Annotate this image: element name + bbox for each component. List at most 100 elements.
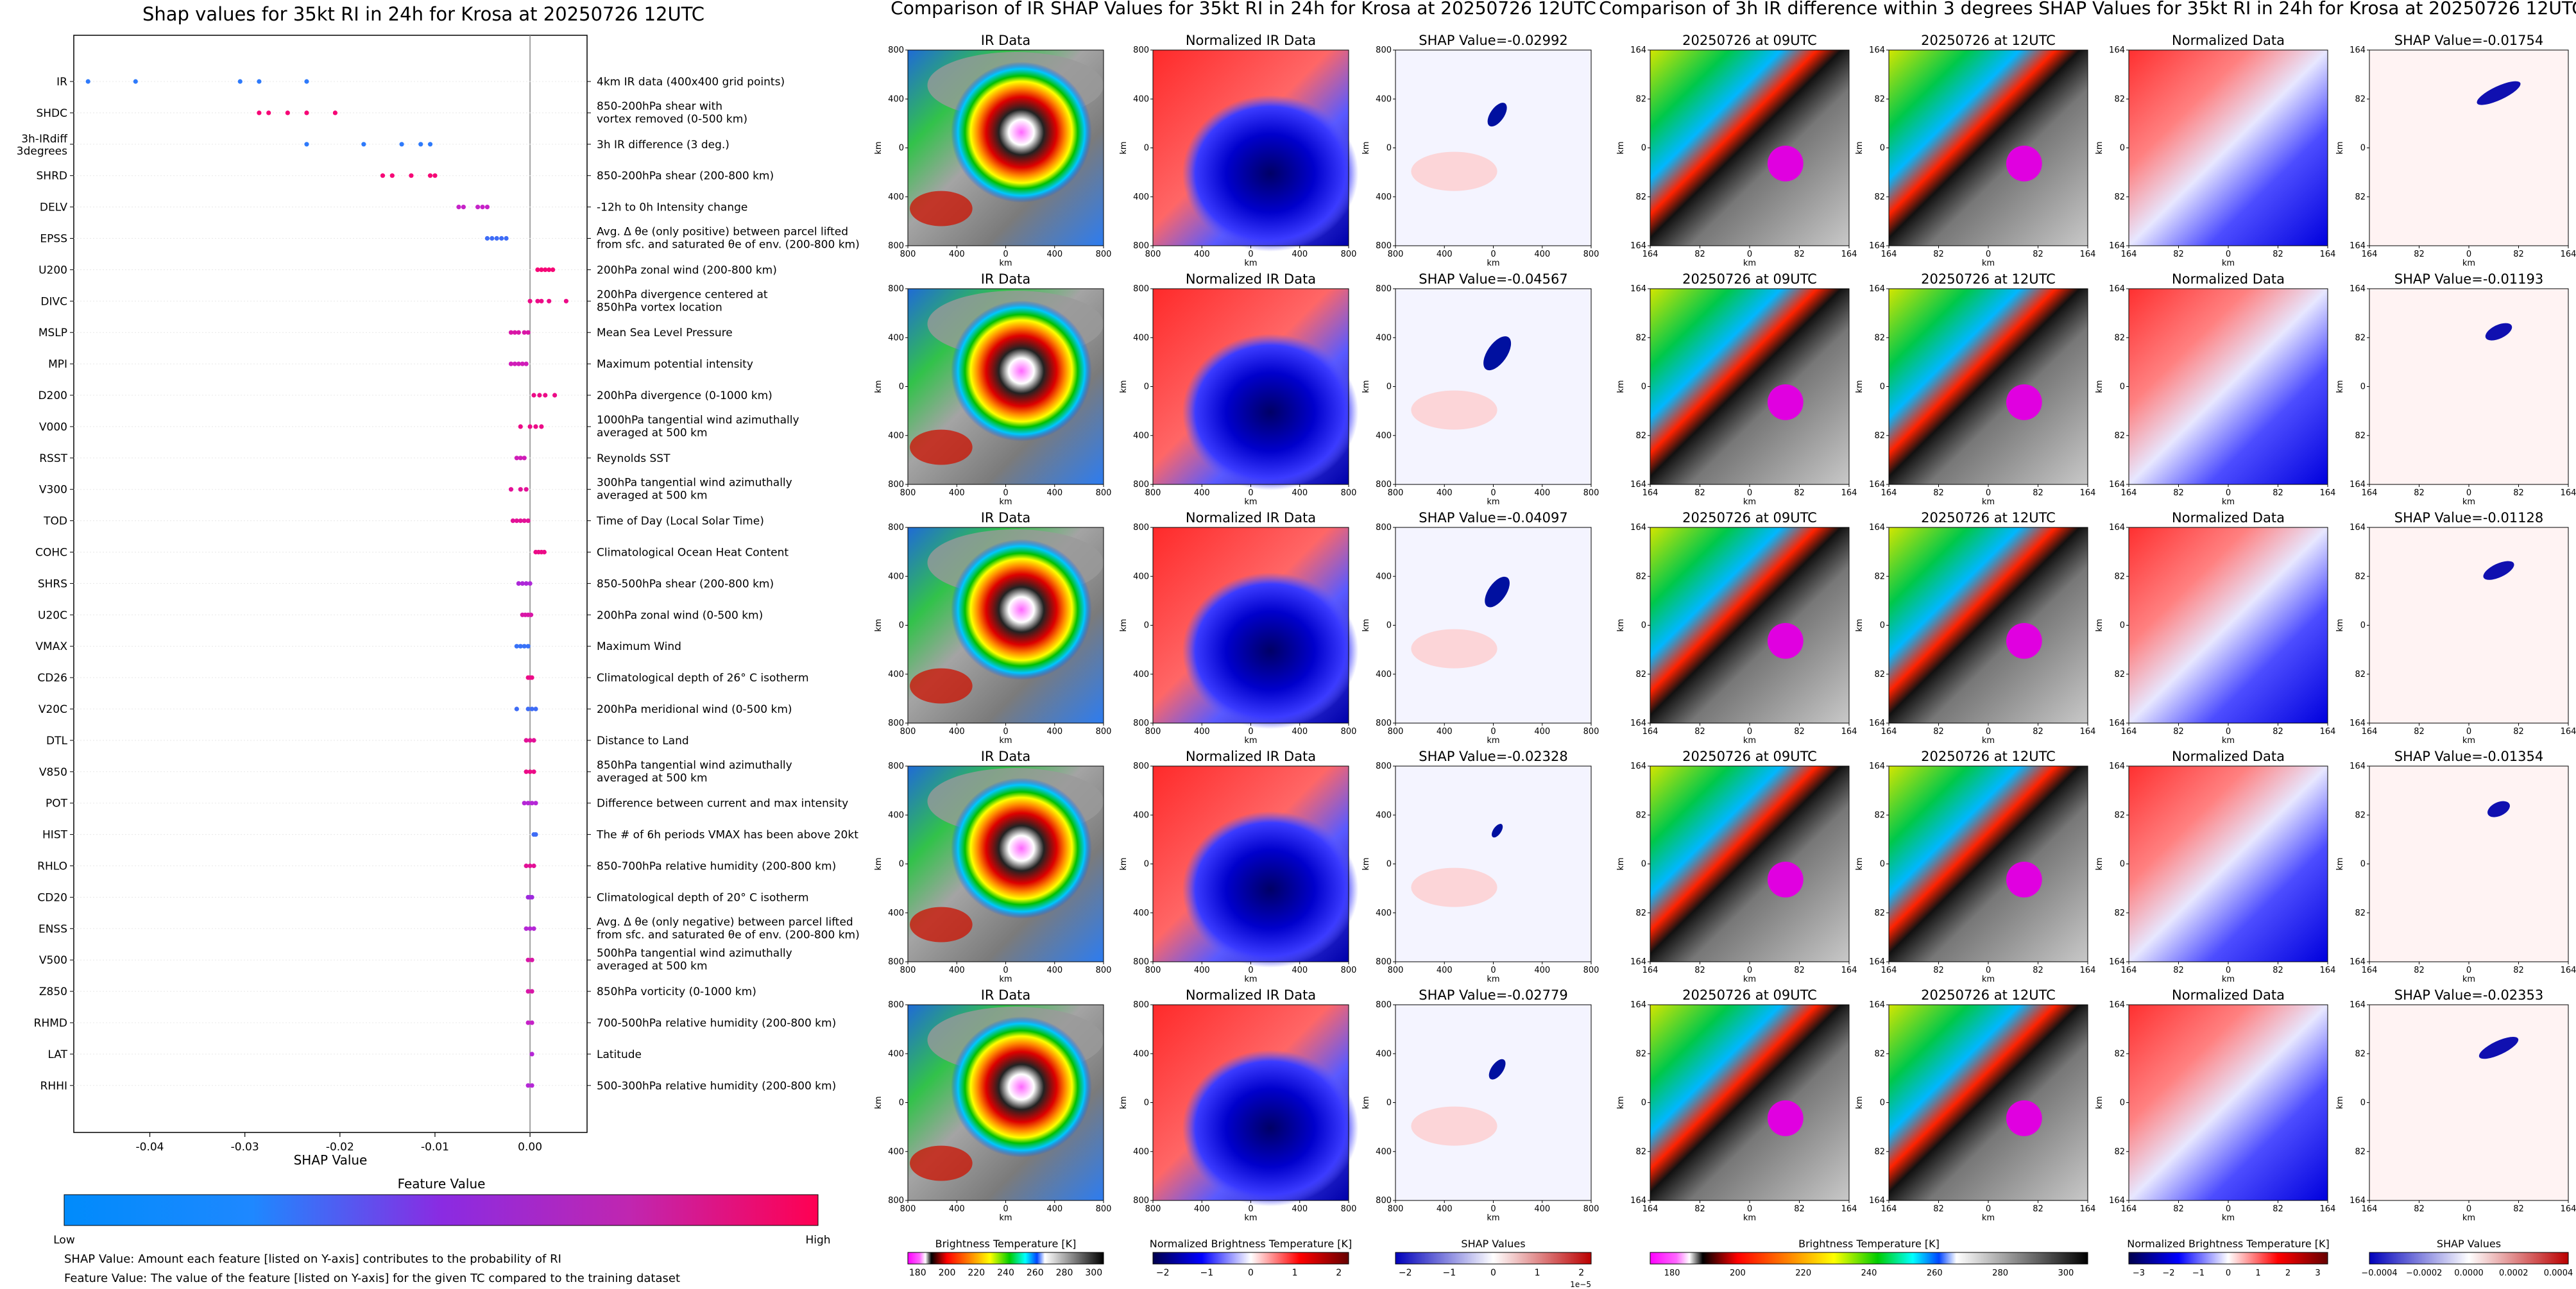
colorbar: Normalized Brightness Temperature [K] −3 −… xyxy=(2127,1238,2330,1278)
panel-y-tick-label: 800 xyxy=(1133,480,1149,490)
panel-x-tick-label: 800 xyxy=(1145,1204,1161,1214)
panel-x-tick-label: 400 xyxy=(1046,727,1062,737)
panel-x-tick-label: 800 xyxy=(1096,250,1112,259)
panel-y-axis-label: km xyxy=(1855,1096,1864,1109)
panel-y-tick-label: 800 xyxy=(1376,241,1392,251)
cold-cloud-top xyxy=(2006,862,2042,898)
panel-y-tick-label: 164 xyxy=(2350,1000,2366,1010)
panel-x-tick-label: 0 xyxy=(2226,1204,2231,1214)
panel-y-axis-label: km xyxy=(1119,380,1129,393)
colorbar-tick-label: 0.0000 xyxy=(2454,1268,2484,1278)
panel-y-tick-label: 800 xyxy=(1376,719,1392,728)
panel-y-axis-label: km xyxy=(1361,619,1371,631)
shap-point xyxy=(528,612,534,617)
diff-shap-map xyxy=(2369,527,2568,723)
panel-y-tick-label: 82 xyxy=(2355,192,2366,202)
ir-diff-grid-title: Comparison of 3h IR difference within 3 … xyxy=(1599,0,2576,19)
panel-y-tick-label: 0 xyxy=(1144,1098,1149,1108)
panel-y-tick-label: 400 xyxy=(1376,909,1392,918)
colorbar-tick-label: 300 xyxy=(2058,1268,2074,1278)
panel-x-tick-label: 400 xyxy=(1046,1204,1062,1214)
colorbar-tick-label: 300 xyxy=(1085,1268,1102,1278)
shap-point xyxy=(257,110,262,115)
colorbar: SHAP Values −2 −1 0 1 2 1e−5 xyxy=(1395,1238,1592,1289)
feature-row: RHLO 850-700hPa relative humidity (200-80… xyxy=(37,860,836,873)
panel-x-tick-label: 82 xyxy=(1794,250,1805,259)
panel-y-tick-label: 164 xyxy=(2109,480,2125,490)
panel-x-tick-label: 82 xyxy=(1933,250,1944,259)
panel-x-tick-label: 400 xyxy=(949,1204,965,1214)
panel-y-axis-label: km xyxy=(1616,619,1626,631)
panel-x-tick-label: 82 xyxy=(2513,1204,2524,1214)
shap-point xyxy=(529,706,534,712)
feature-row: V300 300hPa tangential wind azimuthallyav… xyxy=(39,477,792,502)
shap-point xyxy=(304,79,309,84)
colorbar-tick-label: 3 xyxy=(2315,1268,2320,1278)
diff-shap-map xyxy=(2369,766,2568,962)
panel-x-tick-label: 164 xyxy=(1642,966,1659,975)
panel-x-tick-label: 400 xyxy=(1194,727,1210,737)
shap-point xyxy=(524,738,529,743)
panel-x-tick-label: 400 xyxy=(1292,727,1308,737)
feature-name: VMAX xyxy=(35,640,67,653)
panel-y-tick-label: 800 xyxy=(888,1000,904,1010)
panel-y-tick-label: 400 xyxy=(888,1147,904,1157)
panel-y-tick-label: 800 xyxy=(888,719,904,728)
panel-y-tick-label: 800 xyxy=(888,762,904,771)
colorbar-label: Brightness Temperature [K] xyxy=(935,1238,1077,1250)
ir-diff-colorbars: Brightness Temperature [K] 180 200 220 240 26… xyxy=(1650,1238,2573,1278)
shap-point xyxy=(533,424,538,429)
panel-y-tick-label: 82 xyxy=(2114,431,2125,441)
panel-y-tick-label: 82 xyxy=(2114,1049,2125,1059)
feature-description: 850hPa vortex location xyxy=(597,301,722,314)
panel-x-axis-label: km xyxy=(1487,1213,1499,1223)
panel-y-tick-label: 800 xyxy=(888,1196,904,1206)
panel-x-tick-label: 164 xyxy=(2121,488,2137,498)
colorbar-tick-label: −2 xyxy=(1399,1268,1412,1278)
feature-name: IR xyxy=(56,76,67,89)
feature-row: U20C 200hPa zonal wind (0-500 km) xyxy=(38,609,763,622)
feature-row: Z850 850hPa vorticity (0-1000 km) xyxy=(39,986,756,998)
colorbar-tick-label: 0.0002 xyxy=(2499,1268,2529,1278)
panel-y-tick-label: 0 xyxy=(1880,1098,1885,1108)
feature-row: DIVC 200hPa divergence centered at850hPa … xyxy=(40,288,767,314)
warm-patch xyxy=(910,907,973,943)
colorbar-label: Normalized Brightness Temperature [K] xyxy=(1150,1238,1352,1250)
panel-y-tick-label: 164 xyxy=(2109,523,2125,533)
panel-x-tick-label: 800 xyxy=(1145,966,1161,975)
panel-y-tick-label: 82 xyxy=(2114,909,2125,918)
feature-row: RHHI 500-300hPa relative humidity (200-80… xyxy=(40,1080,837,1093)
panel-y-axis-label: km xyxy=(1616,380,1626,393)
panel-x-tick-label: 164 xyxy=(2080,488,2096,498)
panel-x-tick-label: 82 xyxy=(2414,1204,2425,1214)
shap-point xyxy=(520,581,525,586)
shap-point xyxy=(525,957,531,962)
panel-x-tick-label: 164 xyxy=(2561,250,2576,259)
feature-colorbar-title: Feature Value xyxy=(398,1176,486,1191)
panel-y-tick-label: 800 xyxy=(1133,762,1149,771)
panel-x-tick-label: 164 xyxy=(1841,250,1857,259)
shap-map xyxy=(1395,766,1591,962)
panel-x-tick-label: 400 xyxy=(1046,488,1062,498)
ir-diff-image xyxy=(1889,289,2088,484)
panel-x-tick-label: 800 xyxy=(1583,488,1599,498)
panel-x-tick-label: 82 xyxy=(2513,727,2524,737)
panel-y-tick-label: 164 xyxy=(2109,46,2125,55)
shap-point xyxy=(514,706,519,712)
feature-name: V000 xyxy=(39,421,67,434)
panel-y-tick-label: 164 xyxy=(1630,523,1646,533)
shap-point xyxy=(533,832,538,837)
shap-negative-streak xyxy=(1487,103,1507,127)
shap-point xyxy=(527,769,533,774)
panel-y-tick-label: 800 xyxy=(1133,957,1149,967)
panel-y-tick-label: 82 xyxy=(1635,1147,1646,1157)
panel-y-tick-label: 164 xyxy=(1630,46,1646,55)
panel-y-tick-label: 0 xyxy=(1144,382,1149,392)
shap-point xyxy=(552,393,558,398)
panel-y-axis-label: km xyxy=(1855,141,1864,154)
panel-x-tick-label: 0 xyxy=(1986,966,1991,975)
feature-description: Distance to Land xyxy=(597,735,689,747)
